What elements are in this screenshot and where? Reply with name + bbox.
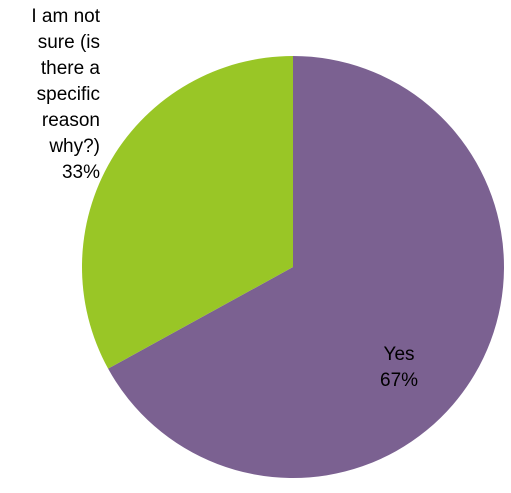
slice-label-yes: Yes 67%	[380, 342, 418, 394]
slice-label-unsure-line-1: I am not	[31, 6, 100, 27]
slice-label-unsure-line-2: sure (is	[37, 32, 100, 53]
pie-slice-unsure	[81, 56, 293, 369]
slice-label-unsure-line-3: there a	[40, 58, 100, 79]
slice-label-unsure-line-6: why?)	[49, 136, 100, 157]
pie-slice-yes	[108, 56, 504, 479]
slice-value-yes: 67%	[380, 370, 419, 391]
slice-label-unsure-line-5: reason	[41, 110, 100, 131]
slice-label-unsure: I am not sure (is there a specific reaso…	[31, 4, 100, 186]
slice-label-yes-text: Yes	[383, 344, 415, 365]
slice-label-unsure-line-4: specific	[36, 84, 100, 105]
pie-slices	[81, 56, 504, 479]
slice-value-unsure: 33%	[61, 162, 100, 183]
